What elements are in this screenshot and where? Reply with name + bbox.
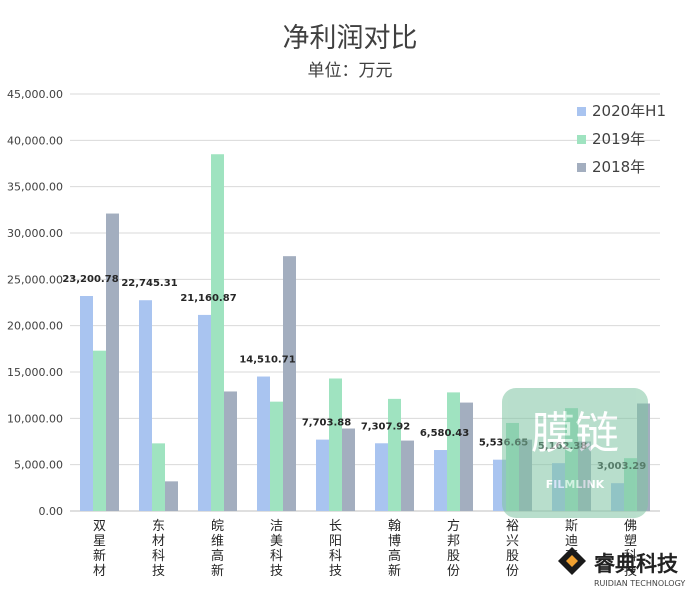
data-label: 21,160.87 [180, 293, 236, 304]
legend-swatch [577, 163, 586, 172]
category-label: 长阳科技 [329, 519, 342, 579]
y-tick-label: 35,000.00 [7, 181, 63, 194]
bar [329, 378, 342, 511]
watermark-sub: FILMLINK [546, 478, 605, 491]
y-tick-label: 10,000.00 [7, 412, 63, 425]
legend-label: 2019年 [592, 130, 645, 148]
legend-swatch [577, 107, 586, 116]
y-tick-label: 25,000.00 [7, 273, 63, 286]
bar [139, 300, 152, 511]
legend: 2020年H1 2019年 2018年 [577, 102, 666, 176]
bar [93, 350, 106, 511]
bar [224, 391, 237, 511]
y-tick-label: 5,000.00 [14, 459, 63, 472]
watermark-main: 膜链 [531, 408, 619, 459]
bar [106, 213, 119, 512]
y-tick-label: 20,000.00 [7, 320, 63, 333]
category-label: 翰博高新 [388, 519, 401, 579]
y-axis-ticks: 0.00 5,000.00 10,000.00 15,000.00 20,000.00 2… [7, 88, 63, 518]
data-label: 7,703.88 [302, 418, 351, 429]
bar [460, 402, 473, 511]
category-label: 洁美科技 [270, 519, 283, 579]
category-label: 东材科技 [152, 519, 165, 579]
watermark-footer: TrendBank [545, 517, 604, 530]
bar [165, 481, 178, 511]
bar [375, 443, 388, 511]
watermark-badge [502, 388, 648, 518]
bar [388, 398, 401, 511]
category-label: 佛塑科技 [624, 519, 637, 579]
y-tick-label: 40,000.00 [7, 134, 63, 147]
bar [447, 392, 460, 511]
ruidian-logo-icon [558, 547, 586, 575]
bar [342, 428, 355, 511]
filmlink-watermark: 膜链 FILMLINK TrendBank [502, 388, 648, 530]
data-label: 6,580.43 [420, 428, 469, 439]
bar [316, 439, 329, 511]
y-tick-label: 0.00 [39, 505, 64, 518]
category-label: 皖维高新 [211, 519, 224, 579]
bar [270, 401, 283, 511]
bar [257, 376, 270, 511]
category-label: 方邦股份 [447, 518, 460, 579]
chart-subtitle: 单位：万元 [308, 61, 393, 81]
bar [198, 314, 211, 511]
y-tick-label: 30,000.00 [7, 227, 63, 240]
bar [283, 256, 296, 511]
bar [80, 296, 93, 511]
legend-label: 2018年 [592, 158, 645, 176]
bar [434, 450, 447, 511]
bar [152, 443, 165, 511]
y-tick-label: 45,000.00 [7, 88, 63, 101]
category-label: 裕兴股份 [506, 519, 519, 579]
y-tick-label: 15,000.00 [7, 366, 63, 379]
legend-swatch [577, 135, 586, 144]
bars [80, 154, 650, 512]
brand-name: 睿典科技 [594, 552, 679, 576]
data-label: 7,307.92 [361, 421, 410, 432]
gridlines [70, 93, 660, 512]
data-label: 14,510.71 [239, 355, 295, 366]
category-labels: 双星新材东材科技皖维高新洁美科技长阳科技翰博高新方邦股份裕兴股份斯迪克佛塑科技 [93, 518, 637, 579]
bar [211, 154, 224, 511]
legend-label: 2020年H1 [592, 102, 666, 120]
bar [401, 440, 414, 511]
category-label: 双星新材 [93, 519, 106, 579]
data-label: 23,200.78 [62, 274, 118, 285]
chart-title: 净利润对比 [283, 23, 418, 54]
data-label: 22,745.31 [121, 278, 177, 289]
brand-subtitle: RUIDIAN TECHNOLOGY [594, 579, 685, 588]
ruidian-logo: 睿典科技 RUIDIAN TECHNOLOGY [558, 547, 685, 588]
